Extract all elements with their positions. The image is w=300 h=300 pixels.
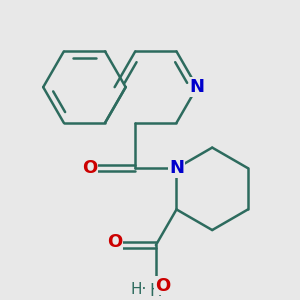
Text: N: N [190,78,205,96]
Text: H·: H· [131,282,147,297]
Text: O: O [82,159,97,177]
Text: N: N [169,159,184,177]
Text: H: H [150,282,162,300]
Text: O: O [107,233,122,251]
Text: O: O [155,277,170,295]
